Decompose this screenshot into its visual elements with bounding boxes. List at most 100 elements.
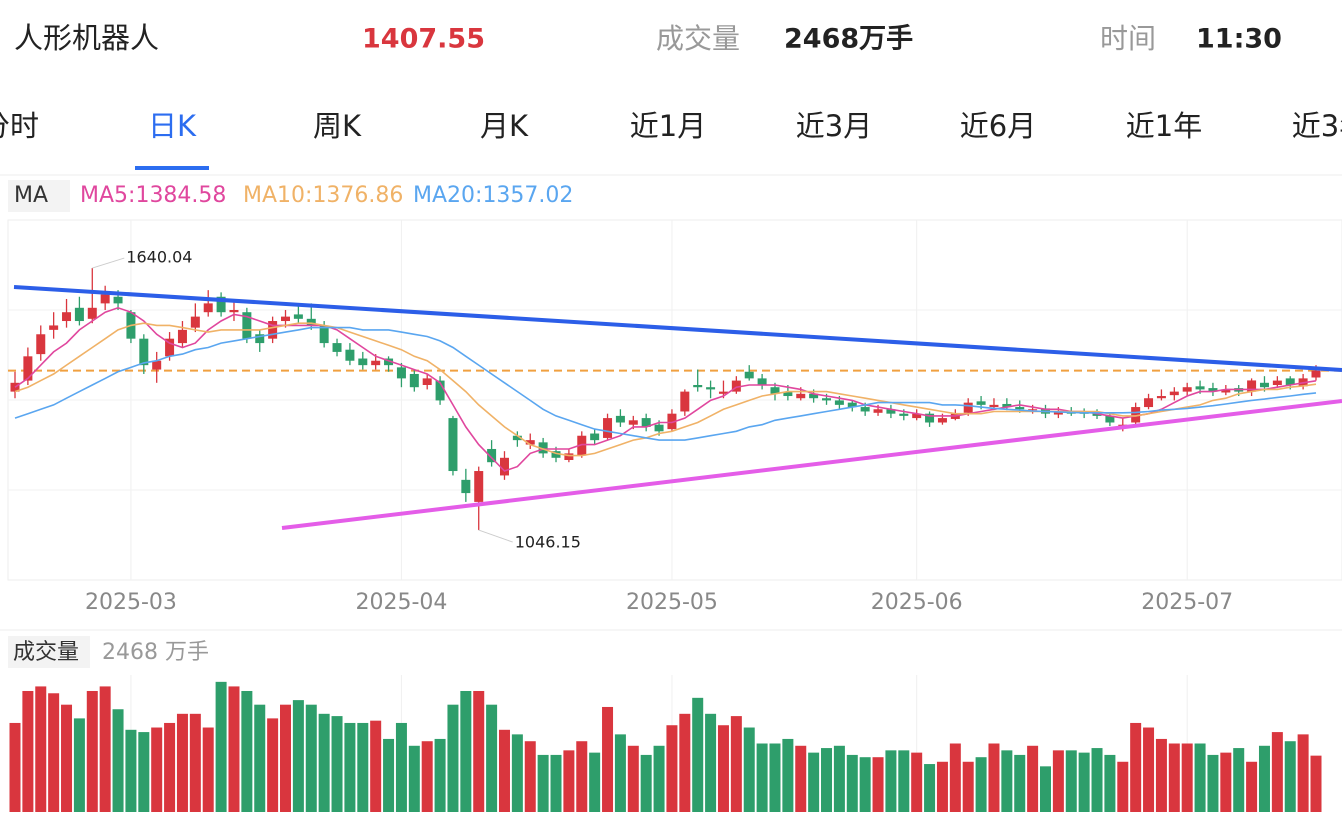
candle-body xyxy=(731,380,741,392)
candle-body xyxy=(203,303,213,313)
volume-bar xyxy=(189,713,201,812)
x-tick-label: 2025-03 xyxy=(85,590,177,615)
candle-body xyxy=(551,451,561,458)
tab[interactable]: 月K xyxy=(480,109,529,143)
tab[interactable]: 近6月 xyxy=(960,109,1036,143)
candle-body xyxy=(474,471,484,502)
legend-entry: MA5:1384.58 xyxy=(80,183,226,208)
price: 1407.55 xyxy=(362,24,485,55)
ma-line xyxy=(14,326,1317,441)
volume-bar xyxy=(821,748,833,812)
candle-body xyxy=(74,307,84,322)
candle-body xyxy=(87,307,97,319)
candle-body xyxy=(512,435,522,441)
candle-body xyxy=(358,358,368,366)
volume-bar xyxy=(1155,738,1167,812)
volume-bar xyxy=(1310,755,1322,812)
ma-line xyxy=(14,322,1317,457)
candle-body xyxy=(100,294,110,304)
tab[interactable]: 近1年 xyxy=(1126,109,1202,143)
legend: MA5:1384.58 MA10:1376.86 MA20:1357.02 xyxy=(80,183,573,208)
volume-bar xyxy=(434,738,446,812)
volume-bar xyxy=(962,761,974,812)
candle-body xyxy=(680,391,690,412)
volume-bar xyxy=(898,750,910,812)
candle-body xyxy=(860,407,870,412)
tab-bar: 分时 日K 周K 月K 近1月 近3月 近6月 近1年 近3年 xyxy=(0,109,1342,170)
candle-body xyxy=(10,382,20,392)
volume-bar xyxy=(576,741,588,812)
candle-body xyxy=(422,378,432,385)
volume-bar xyxy=(9,722,21,812)
volume-bar xyxy=(1078,752,1090,812)
volume-bar xyxy=(679,713,691,812)
volume-bar xyxy=(717,725,729,812)
candle-body xyxy=(757,378,767,385)
volume-bar xyxy=(911,752,923,812)
volume-bar xyxy=(563,750,575,812)
volume-bar xyxy=(1271,732,1283,812)
volume-bar xyxy=(112,709,124,812)
candle-body xyxy=(873,409,883,413)
volume-bar xyxy=(1246,761,1258,812)
x-tick-label: 2025-07 xyxy=(1141,590,1233,615)
annotation-leader xyxy=(478,529,513,543)
tab[interactable]: 周K xyxy=(313,109,362,143)
volume-bar xyxy=(421,741,433,812)
volume-bar xyxy=(331,716,343,812)
candle-body xyxy=(152,360,162,370)
volume-bar xyxy=(524,741,536,812)
tab[interactable]: 近1月 xyxy=(630,109,706,143)
volume-bar xyxy=(511,734,523,812)
candle-body xyxy=(1028,409,1038,411)
candle-body xyxy=(293,314,303,319)
volume-bar xyxy=(1039,766,1051,812)
tab[interactable]: 分时 xyxy=(0,109,39,143)
candle-body xyxy=(641,418,651,427)
time: 11:30 xyxy=(1196,24,1282,55)
candle-body xyxy=(319,325,329,344)
volume-bar xyxy=(833,745,845,812)
candle-body xyxy=(306,318,316,326)
tab[interactable]: 日K xyxy=(148,109,197,143)
candle-body xyxy=(809,393,819,399)
volume-bar xyxy=(1168,743,1180,812)
candle-body xyxy=(834,400,844,405)
candle-body xyxy=(1182,387,1192,392)
candle-body xyxy=(1208,388,1218,392)
tab-underline xyxy=(135,166,209,170)
volume-bar xyxy=(1104,754,1116,812)
annotation-leader xyxy=(92,257,125,269)
volume-bar xyxy=(602,706,614,812)
volume-bar xyxy=(1258,745,1270,812)
volume-bar xyxy=(1297,734,1309,812)
volume-bar xyxy=(1027,745,1039,812)
volume-bar xyxy=(924,764,936,812)
volume-bar xyxy=(936,761,948,812)
volume-bar xyxy=(408,745,420,812)
tab[interactable]: 近3年 xyxy=(1292,109,1342,143)
legend-entry: MA20:1357.02 xyxy=(413,183,573,208)
candle-body xyxy=(281,316,291,322)
volume-bar xyxy=(176,713,188,812)
volume-bar xyxy=(988,743,1000,812)
volume-bar xyxy=(872,757,884,812)
volume-bar xyxy=(975,757,987,812)
support-line xyxy=(281,399,1342,530)
candle-body xyxy=(1285,378,1295,385)
candle-body xyxy=(165,338,175,357)
ma-line xyxy=(14,306,1317,472)
volume-bar xyxy=(1194,743,1206,812)
volume-bar xyxy=(280,704,292,812)
candle-body xyxy=(1169,391,1179,396)
candle-body xyxy=(628,420,638,425)
volume-bar xyxy=(1284,741,1296,812)
candle-body xyxy=(1131,407,1141,423)
candle-body xyxy=(1221,389,1231,393)
tab[interactable]: 近3月 xyxy=(796,109,872,143)
volume-bar xyxy=(35,686,47,812)
candle-body xyxy=(899,413,909,416)
volume-bar xyxy=(61,704,73,812)
